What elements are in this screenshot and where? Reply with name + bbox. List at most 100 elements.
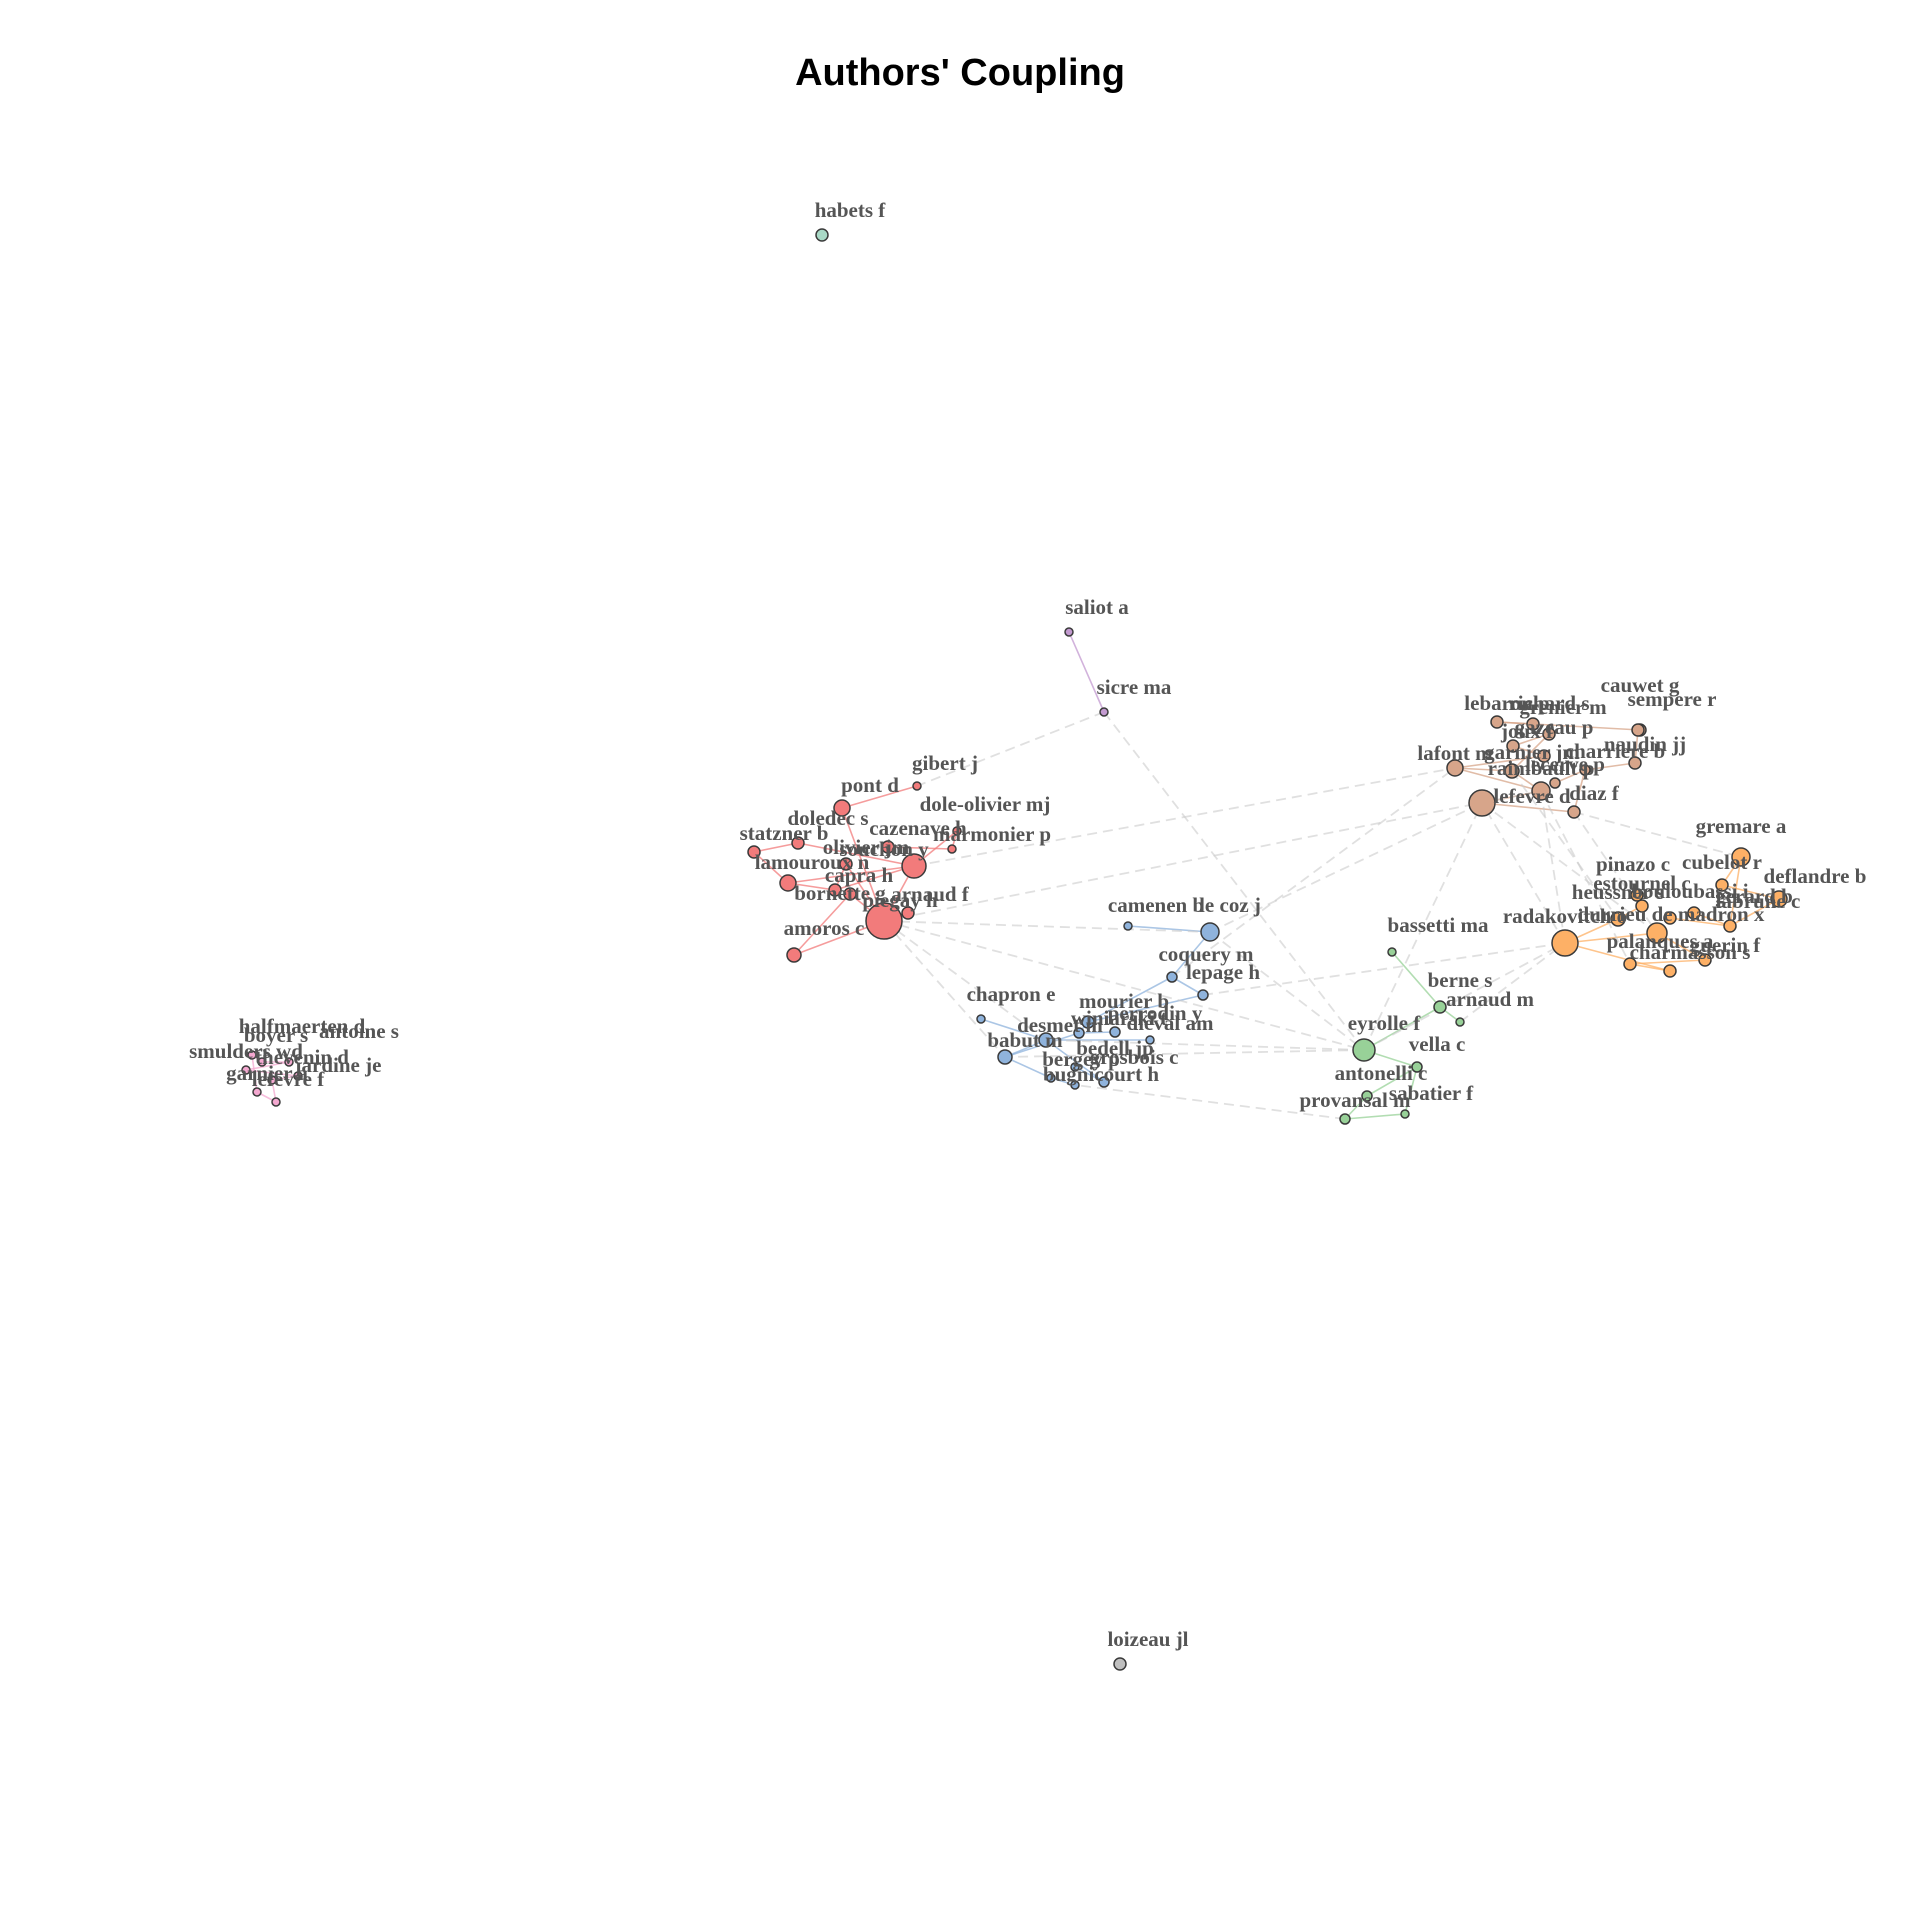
node-label: grenier m bbox=[1519, 695, 1607, 719]
node-label: camenen b bbox=[1108, 893, 1204, 917]
node-babut-m bbox=[997, 1049, 1013, 1065]
node-label: arnaud f bbox=[891, 882, 970, 906]
edge bbox=[1729, 898, 1780, 927]
edge bbox=[1564, 942, 1671, 972]
node-label: amoros c bbox=[784, 916, 865, 940]
node-label: capra h bbox=[825, 863, 894, 887]
node-label: chapron e bbox=[967, 982, 1056, 1006]
node-cazenave-h bbox=[881, 840, 895, 854]
node-mourier-b bbox=[1081, 1015, 1095, 1029]
node-sabatier-f bbox=[1400, 1109, 1410, 1119]
edge bbox=[797, 842, 915, 867]
node-camenen-b bbox=[1123, 921, 1133, 931]
node-durrieu-de-madron-x bbox=[1646, 922, 1668, 944]
edge bbox=[1363, 942, 1566, 1051]
node-lefevre-d bbox=[1468, 789, 1496, 817]
node-garnier-jm bbox=[1504, 763, 1520, 779]
edge bbox=[1004, 1056, 1052, 1079]
node-lefevre-f bbox=[271, 1097, 281, 1107]
node-label: charriere b bbox=[1565, 739, 1666, 763]
node-label: pont d bbox=[841, 773, 899, 797]
node-label: lebaron p bbox=[1464, 691, 1549, 715]
node-estournel-c bbox=[1635, 899, 1649, 913]
node-label: gibert j bbox=[912, 751, 978, 775]
node-chapron-e bbox=[976, 1014, 986, 1024]
node-garnier-a bbox=[252, 1087, 262, 1097]
node-pont-d bbox=[833, 799, 851, 817]
node-charmasson-s bbox=[1663, 964, 1677, 978]
node-label: dieval am bbox=[1127, 1011, 1214, 1035]
edge bbox=[1584, 762, 1636, 771]
edge bbox=[1481, 802, 1566, 944]
node-label: bassetti ma bbox=[1388, 913, 1489, 937]
node-label: lefevre f bbox=[252, 1067, 325, 1091]
edge bbox=[1087, 976, 1173, 1023]
edge bbox=[883, 920, 1047, 1041]
edge bbox=[1074, 1084, 1346, 1120]
node-label: boyer s bbox=[244, 1023, 308, 1047]
edge bbox=[841, 807, 885, 922]
node-lecerve-p bbox=[1549, 777, 1561, 789]
node-jardine-je bbox=[293, 1071, 303, 1081]
node-labrune-c bbox=[1723, 919, 1737, 933]
node-guerin-f bbox=[1698, 953, 1712, 967]
node-gremare-a bbox=[1731, 847, 1751, 867]
node-label: le coz j bbox=[1199, 893, 1261, 917]
node-label: doledec s bbox=[787, 806, 868, 830]
node-gerard-b bbox=[1687, 906, 1701, 920]
node-label: sempere r bbox=[1628, 687, 1717, 711]
node-label: naudin jj bbox=[1604, 732, 1686, 756]
node-winiarski-t bbox=[1073, 1027, 1085, 1039]
node-label: antonelli c bbox=[1335, 1061, 1428, 1085]
node-label: bornette g bbox=[794, 881, 886, 905]
edge bbox=[1202, 942, 1566, 996]
edge bbox=[1496, 721, 1641, 731]
node-halfmaerten-d bbox=[247, 1050, 257, 1060]
node-label: radakovitch o bbox=[1503, 904, 1627, 928]
node-label: garnier a bbox=[226, 1061, 308, 1085]
node-charriere-b bbox=[1579, 764, 1591, 776]
node-label: olivier jm bbox=[823, 835, 910, 859]
node-lafont-m bbox=[1446, 759, 1464, 777]
node-label: bedell jp bbox=[1076, 1036, 1154, 1060]
edge bbox=[1481, 802, 1575, 813]
edge bbox=[1459, 942, 1566, 1023]
node-label: sabatier f bbox=[1389, 1081, 1474, 1105]
node-label: vella c bbox=[1409, 1032, 1466, 1056]
node-label: winiarski t bbox=[1071, 1006, 1167, 1030]
edge bbox=[1573, 811, 1658, 934]
nodes-layer bbox=[241, 228, 1788, 1671]
node-raimbault-p bbox=[1531, 781, 1551, 801]
edge bbox=[841, 785, 918, 809]
edge bbox=[1363, 802, 1483, 1051]
node-label: labrune c bbox=[1716, 889, 1801, 913]
node-label: gerard b bbox=[1715, 884, 1793, 908]
edge bbox=[1045, 1039, 1105, 1083]
edge bbox=[1366, 1066, 1418, 1097]
edge bbox=[1573, 811, 1742, 858]
node-piegay-h bbox=[865, 902, 903, 940]
node-bassetti-ma bbox=[1387, 947, 1397, 957]
edge bbox=[916, 711, 1105, 787]
node-label: estournel c bbox=[1593, 871, 1690, 895]
edge bbox=[980, 1018, 1047, 1041]
node-label: heussner s bbox=[1572, 880, 1664, 904]
edge bbox=[1209, 931, 1365, 1051]
node-lamouroux-n bbox=[779, 874, 797, 892]
node-label: statzner b bbox=[740, 821, 829, 845]
edge bbox=[1344, 1113, 1406, 1120]
node-label: pinazo c bbox=[1596, 852, 1670, 876]
node-grenier-m bbox=[1542, 727, 1556, 741]
node-dieval-am bbox=[1145, 1035, 1155, 1045]
edge bbox=[883, 920, 1211, 933]
node-statzner-b bbox=[747, 845, 761, 859]
node-label: cauwet g bbox=[1601, 673, 1680, 697]
edge bbox=[1068, 631, 1105, 713]
edge bbox=[1209, 802, 1483, 933]
node-label: durrieu de madron x bbox=[1578, 902, 1765, 926]
node-label: saliot a bbox=[1065, 595, 1129, 619]
edge bbox=[787, 865, 915, 884]
node-label: lepage h bbox=[1186, 960, 1260, 984]
node-grosbois-c bbox=[1098, 1076, 1110, 1088]
chart-title: Authors' Coupling bbox=[795, 52, 1125, 94]
